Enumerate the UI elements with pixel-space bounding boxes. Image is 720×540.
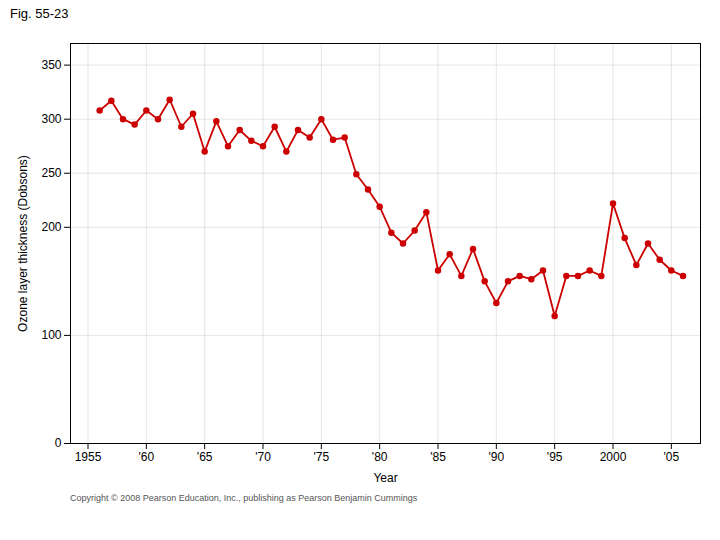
svg-text:200: 200 xyxy=(41,220,61,234)
html-text:Copyright © 2008 Pearson Educa: Copyright © 2008 Pearson Education, Inc.… xyxy=(70,493,418,503)
svg-text:'95: '95 xyxy=(547,450,563,464)
svg-text:1955: 1955 xyxy=(75,450,102,464)
svg-text:'90: '90 xyxy=(489,450,505,464)
svg-text:'75: '75 xyxy=(314,450,330,464)
svg-text:Ozone layer thickness (Dobsons: Ozone layer thickness (Dobsons) xyxy=(16,155,30,332)
svg-text:0: 0 xyxy=(55,436,62,450)
svg-text:'70: '70 xyxy=(255,450,271,464)
svg-text:'65: '65 xyxy=(197,450,213,464)
svg-text:'05: '05 xyxy=(664,450,680,464)
svg-text:Year: Year xyxy=(373,471,397,485)
svg-text:'60: '60 xyxy=(139,450,155,464)
svg-text:2000: 2000 xyxy=(600,450,627,464)
svg-text:'85: '85 xyxy=(430,450,446,464)
html-text:Fig. 55-23: Fig. 55-23 xyxy=(10,6,69,21)
svg-text:300: 300 xyxy=(41,112,61,126)
svg-text:250: 250 xyxy=(41,166,61,180)
svg-text:350: 350 xyxy=(41,58,61,72)
svg-text:100: 100 xyxy=(41,328,61,342)
svg-text:'80: '80 xyxy=(372,450,388,464)
